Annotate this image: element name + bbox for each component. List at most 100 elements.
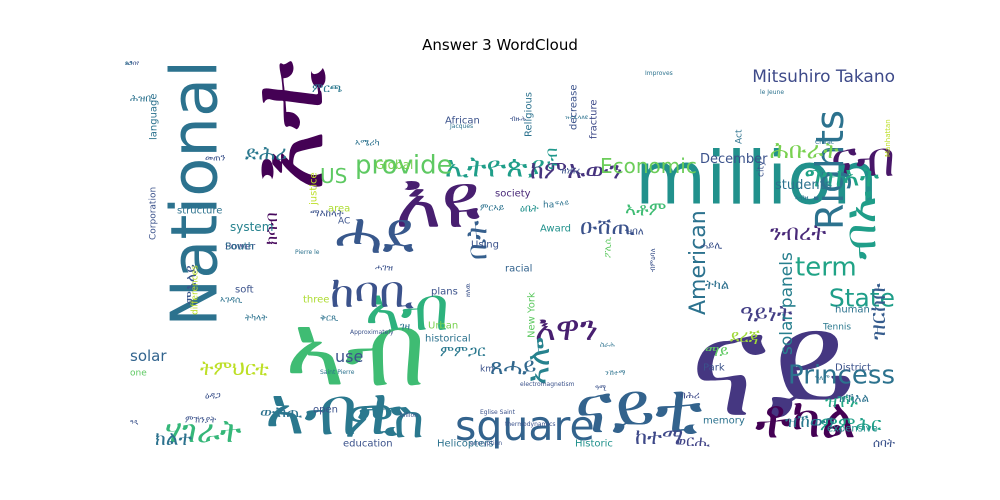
word-26: State [829, 283, 895, 312]
word-32: American [686, 210, 711, 315]
word-135: ዓሚ [595, 384, 607, 392]
word-96: ha [543, 201, 554, 211]
word-20: ግዝኣት [805, 160, 880, 194]
word-75: racial [505, 263, 532, 274]
word-106: electromagnetism [520, 381, 575, 388]
word-139: ዘለዉ [464, 283, 472, 297]
word-11: ምስ [345, 390, 424, 450]
word-126: ኣሜሪካ [355, 139, 380, 149]
word-21: ቤት [460, 220, 494, 260]
word-77: Urban [428, 320, 458, 331]
word-74: plans [431, 286, 458, 297]
word-64: decrease [568, 84, 579, 130]
word-23: term [795, 252, 857, 282]
word-1: እቲ [226, 60, 348, 192]
word-4: million [635, 137, 878, 222]
word-34: ንብረት [770, 221, 826, 246]
word-65: fracture [588, 99, 599, 139]
word-36: Economic [600, 154, 697, 178]
word-30: ጸሓይ [490, 354, 536, 380]
word-133: ዝነበረ [560, 167, 580, 177]
word-14: ከባቢ [330, 267, 414, 318]
word-76: historical [425, 333, 471, 344]
word-84: memory [703, 415, 745, 426]
word-27: ከምኡውን [530, 155, 622, 184]
word-35: ከተማ [635, 425, 683, 450]
word-102: Eglise Saint [480, 409, 516, 416]
word-123: ፖሊሲ [604, 236, 614, 258]
word-125: ዕዳጋ [205, 392, 221, 402]
word-130: ኣገዳሲ [220, 296, 243, 306]
word-70: structure [177, 205, 222, 216]
word-92: Corporation [149, 187, 159, 240]
word-116: ማእከላት [310, 208, 344, 219]
word-100: Manhattan [884, 119, 892, 157]
word-15: square [455, 402, 595, 450]
word-6: ኣብቲ [265, 372, 403, 450]
word-87: Helicopters [437, 438, 494, 449]
word-137: ብዙሕ [510, 115, 526, 123]
word-18: ሃገራት [165, 412, 242, 450]
word-73: three [303, 294, 329, 305]
word-91: language [148, 93, 159, 140]
word-58: students [775, 178, 832, 193]
word-111: Chirac [815, 139, 834, 146]
word-31: ሕቡራት [770, 138, 839, 164]
word-90: area [328, 203, 350, 214]
word-120: ገዛ [400, 321, 410, 332]
word-68: justice [308, 172, 319, 206]
word-138: ዝተፈላለዩ [565, 114, 588, 121]
word-71: South [225, 241, 254, 252]
word-25: provide [355, 150, 453, 180]
word-82: Park [703, 362, 725, 373]
word-88: Historic [575, 438, 613, 449]
word-141: ብምዕባለ [649, 248, 657, 272]
word-86: education [343, 438, 393, 449]
word-22: ኢትዮጵያ [445, 150, 545, 184]
word-54: ምምጋር [440, 342, 486, 360]
word-103: Pierre le [295, 249, 320, 256]
word-121: ሓይሊ [700, 240, 722, 251]
word-0: ናይ [690, 281, 856, 450]
word-134: ፍሉይ [555, 199, 570, 207]
word-5: ናይቲ [575, 367, 702, 449]
word-140: ኣብዚ [795, 194, 810, 202]
word-47: ክሳብ [262, 212, 282, 245]
word-12: ናብ [831, 131, 895, 188]
word-46: ዝኾኑ [825, 392, 859, 412]
word-144: ዓለም [815, 374, 830, 382]
word-122: ባሕሪ [680, 390, 700, 401]
word-63: Religious [523, 92, 534, 137]
word-98: one [130, 369, 147, 379]
word-69: Power [225, 241, 256, 252]
word-95: Act [735, 129, 745, 144]
word-39: ድሕሪ [245, 141, 287, 165]
word-132: ቅርጺ [320, 314, 339, 324]
word-112: billion [400, 412, 418, 419]
word-48: ደረጃ [730, 327, 761, 347]
word-128: ምርኣይ [480, 204, 505, 214]
word-60: system [230, 220, 273, 234]
word-131: መጠን [205, 154, 226, 164]
word-41: ኣቶም [625, 199, 666, 221]
word-99: km [480, 365, 494, 375]
word-78: New York [526, 292, 537, 338]
word-38: US [320, 164, 347, 188]
word-24: Princess [788, 360, 895, 390]
chart-title: Answer 3 WordCloud [422, 36, 578, 54]
word-50: ውሽጢ [260, 402, 303, 421]
word-55: ማይ [705, 342, 729, 360]
word-129: ምኽንያት [185, 416, 216, 426]
word-49: ናብ [542, 148, 562, 170]
word-62: African [445, 115, 480, 126]
word-117: ሕዝቢ [130, 93, 153, 104]
word-81: Tennis [822, 323, 851, 333]
word-42: ምምሕር [820, 414, 882, 436]
word-13: ብኡ [832, 190, 886, 260]
word-8: ኣብ [365, 274, 449, 345]
word-79: Using [471, 239, 499, 250]
word-29: ዓይነት [740, 301, 793, 327]
word-3: እዩ [395, 156, 480, 246]
word-57: December [700, 152, 768, 167]
word-66: society [495, 188, 531, 199]
